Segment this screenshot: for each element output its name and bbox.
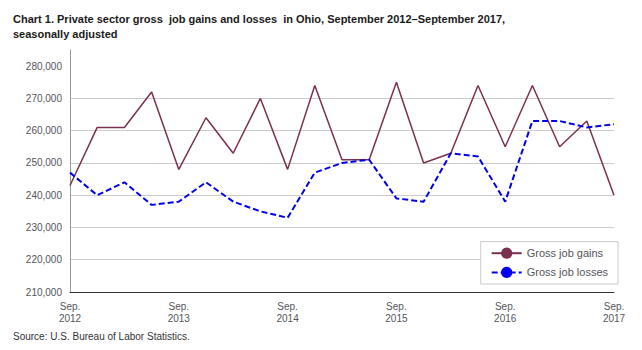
svg-text:Source: U.S. Bureau of Labor S: Source: U.S. Bureau of Labor Statistics. <box>13 331 190 342</box>
svg-text:240,000: 240,000 <box>26 190 63 201</box>
svg-text:Sep.: Sep. <box>495 301 516 312</box>
svg-text:Gross job gains: Gross job gains <box>527 247 604 259</box>
svg-text:seasonally adjusted: seasonally adjusted <box>13 28 118 40</box>
svg-text:210,000: 210,000 <box>26 287 63 298</box>
svg-text:260,000: 260,000 <box>26 125 63 136</box>
svg-text:250,000: 250,000 <box>26 157 63 168</box>
svg-text:Chart 1. Private sector gross: Chart 1. Private sector gross job gains … <box>13 13 505 25</box>
svg-text:Sep.: Sep. <box>60 301 81 312</box>
svg-text:2017: 2017 <box>603 313 626 324</box>
svg-text:2013: 2013 <box>168 313 191 324</box>
svg-text:230,000: 230,000 <box>26 222 63 233</box>
svg-text:Sep.: Sep. <box>277 301 298 312</box>
svg-text:280,000: 280,000 <box>26 61 63 72</box>
svg-text:2015: 2015 <box>385 313 408 324</box>
svg-text:Sep.: Sep. <box>386 301 407 312</box>
svg-text:2016: 2016 <box>494 313 517 324</box>
svg-text:270,000: 270,000 <box>26 93 63 104</box>
svg-text:220,000: 220,000 <box>26 254 63 265</box>
svg-text:Gross job losses: Gross job losses <box>527 266 609 278</box>
svg-text:2014: 2014 <box>276 313 299 324</box>
svg-text:2012: 2012 <box>59 313 82 324</box>
svg-text:Sep.: Sep. <box>604 301 625 312</box>
svg-text:Sep.: Sep. <box>169 301 190 312</box>
